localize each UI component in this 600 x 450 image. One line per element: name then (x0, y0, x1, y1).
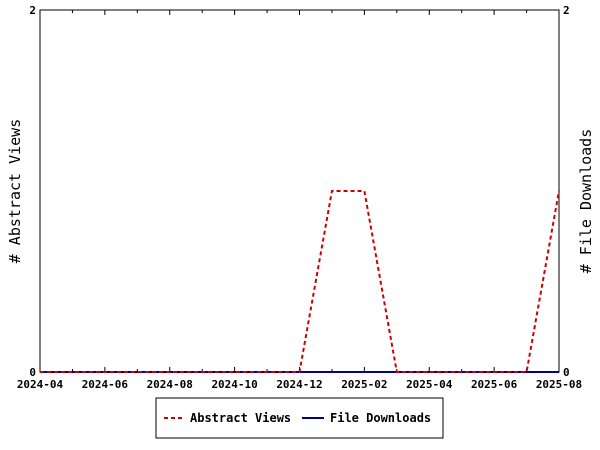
legend-box (155, 397, 444, 439)
legend: Abstract Views File Downloads (155, 397, 444, 439)
legend-label-abstract-views: Abstract Views (190, 411, 291, 425)
x-tick-label: 2025-06 (471, 378, 518, 391)
legend-label-file-downloads: File Downloads (330, 411, 431, 425)
x-tick-label: 2025-04 (406, 378, 453, 391)
x-tick-label: 2025-08 (536, 378, 582, 391)
plot-area (39, 9, 560, 373)
series-line-abstract-views (40, 190, 560, 373)
y-tick-label-right: 0 (563, 366, 570, 379)
x-tick-label: 2024-12 (276, 378, 322, 391)
y-tick-label-left: 2 (29, 4, 36, 17)
y-tick-label-right: 2 (563, 4, 570, 17)
x-tick-label: 2024-10 (211, 378, 257, 391)
y-axis-title-left: # Abstract Views (6, 119, 24, 264)
x-tick-label: 2024-08 (147, 378, 193, 391)
series-layer (40, 190, 560, 373)
x-tick-label: 2024-04 (17, 378, 64, 391)
y-axis-title-right: # File Downloads (577, 129, 595, 274)
x-tick-label: 2025-02 (341, 378, 387, 391)
x-tick-label: 2024-06 (82, 378, 129, 391)
y-tick-label-left: 0 (29, 366, 36, 379)
